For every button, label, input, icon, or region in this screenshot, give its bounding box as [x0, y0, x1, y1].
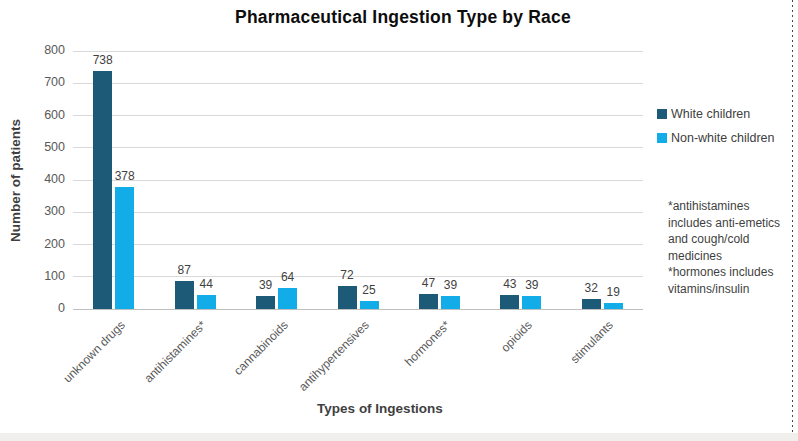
y-tick-label: 700 — [21, 75, 65, 89]
chart-title[interactable]: Pharmaceutical Ingestion Type by Race — [103, 7, 703, 28]
gridline — [73, 115, 643, 116]
annotation-text: *antihistaminesincludes anti-emeticsand … — [668, 198, 790, 297]
bar-white-children[interactable] — [256, 296, 275, 309]
legend-swatch-icon — [657, 109, 667, 119]
gridline — [73, 147, 643, 148]
value-label: 738 — [81, 53, 125, 67]
legend-swatch-icon — [657, 133, 667, 143]
y-tick-label: 500 — [21, 140, 65, 154]
y-tick-label: 600 — [21, 108, 65, 122]
bar-non-white-children[interactable] — [441, 296, 460, 309]
annotation-line: *hormones includes — [668, 264, 790, 281]
value-label: 64 — [266, 270, 310, 284]
legend-label: Non-white children — [671, 131, 775, 145]
value-label: 378 — [103, 169, 147, 183]
y-tick-label: 100 — [21, 269, 65, 283]
legend-label: White children — [671, 107, 750, 121]
y-tick-label: 300 — [21, 204, 65, 218]
bar-non-white-children[interactable] — [360, 301, 379, 309]
gridline — [73, 51, 643, 52]
legend-item-white-children[interactable]: White children — [657, 107, 775, 121]
annotation-line: includes anti-emetics — [668, 215, 790, 232]
gridline — [73, 180, 643, 181]
bar-white-children[interactable] — [93, 71, 112, 309]
bar-non-white-children[interactable] — [278, 288, 297, 309]
gridline — [73, 244, 643, 245]
annotation-line: and cough/cold — [668, 231, 790, 248]
bottom-strip — [0, 433, 798, 441]
bar-white-children[interactable] — [582, 299, 601, 309]
gridline — [73, 309, 643, 310]
y-tick-label: 200 — [21, 237, 65, 251]
annotation-line: *antihistamines — [668, 198, 790, 215]
bar-non-white-children[interactable] — [522, 296, 541, 309]
y-tick-label: 800 — [21, 43, 65, 57]
value-label: 87 — [162, 263, 206, 277]
x-axis-title[interactable]: Types of Ingestions — [180, 401, 580, 416]
bar-white-children[interactable] — [419, 294, 438, 309]
bar-non-white-children[interactable] — [115, 187, 134, 309]
legend-item-non-white-children[interactable]: Non-white children — [657, 131, 775, 145]
bar-white-children[interactable] — [500, 295, 519, 309]
gridline — [73, 83, 643, 84]
value-label: 39 — [428, 278, 472, 292]
value-label: 72 — [325, 268, 369, 282]
y-tick-label: 0 — [21, 301, 65, 315]
value-label: 44 — [184, 277, 228, 291]
bar-non-white-children[interactable] — [197, 295, 216, 309]
annotation-line: vitamins/insulin — [668, 281, 790, 298]
gridline — [73, 212, 643, 213]
value-label: 25 — [347, 283, 391, 297]
page-break-dashed-line — [792, 0, 793, 433]
value-label: 39 — [510, 278, 554, 292]
legend: White children Non-white children — [657, 107, 775, 155]
chart-canvas: Pharmaceutical Ingestion Type by Race Nu… — [0, 0, 798, 441]
plot-area: 0100200300400500600700800738378unknown d… — [73, 51, 643, 309]
bar-non-white-children[interactable] — [604, 303, 623, 309]
value-label: 19 — [591, 285, 635, 299]
y-tick-label: 400 — [21, 172, 65, 186]
annotation-line: medicines — [668, 248, 790, 265]
